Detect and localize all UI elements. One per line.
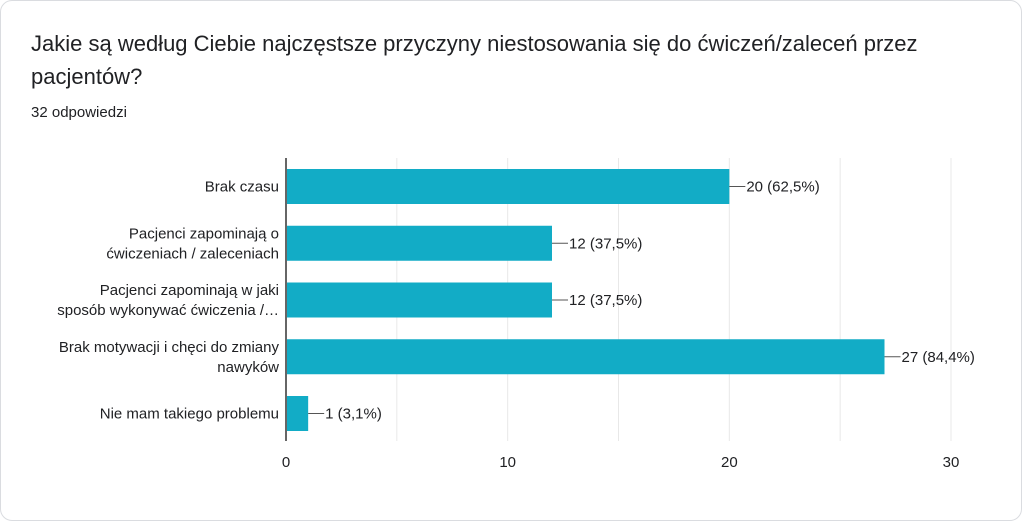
x-tick-label: 0 [282, 454, 290, 471]
value-label: 12 (37,5%) [569, 292, 642, 309]
category-label-line: Brak czasu [205, 179, 279, 196]
category-label: Pacjenci zapominają w jaki sposób wykonyw… [57, 282, 279, 319]
category-label-line: Brak motywacji i chęci do zmiany [59, 339, 280, 356]
value-label: 27 (84,4%) [902, 349, 975, 366]
category-label-line: sposób wykonywać ćwiczenia /… [57, 302, 279, 319]
labels: 0 10 20 30 20 (62,5%) Brak czasu 12 (37,5%) Pac… [57, 179, 975, 472]
category-label-line: ćwiczeniach / zaleceniach [106, 245, 279, 262]
question-title: Jakie są według Ciebie najczęstsze przyc… [31, 31, 918, 89]
category-label: Brak czasu [205, 179, 279, 196]
x-tick-label: 10 [499, 454, 516, 471]
category-label-line: Nie mam takiego problemu [100, 406, 279, 423]
x-tick-label: 20 [721, 454, 738, 471]
bar [287, 225, 552, 261]
category-label: Brak motywacji i chęci do zmiany nawyków [59, 339, 280, 376]
response-count: 32 odpowiedzi [31, 104, 127, 121]
category-label: Pacjenci zapominają o ćwiczeniach / zalec… [106, 225, 279, 262]
x-tick-label: 30 [943, 454, 960, 471]
value-label: 12 (37,5%) [569, 235, 642, 252]
bar [287, 396, 309, 431]
bars [287, 169, 901, 431]
value-label: 1 (3,1%) [325, 406, 382, 423]
category-label-line: Pacjenci zapominają w jaki [100, 282, 279, 299]
bar [287, 339, 885, 375]
bar [287, 169, 730, 204]
category-label: Nie mam takiego problemu [100, 406, 279, 423]
category-label-line: nawyków [217, 359, 279, 376]
category-label-line: Pacjenci zapominają o [129, 225, 279, 242]
bar [287, 282, 552, 318]
value-label: 20 (62,5%) [746, 179, 819, 196]
